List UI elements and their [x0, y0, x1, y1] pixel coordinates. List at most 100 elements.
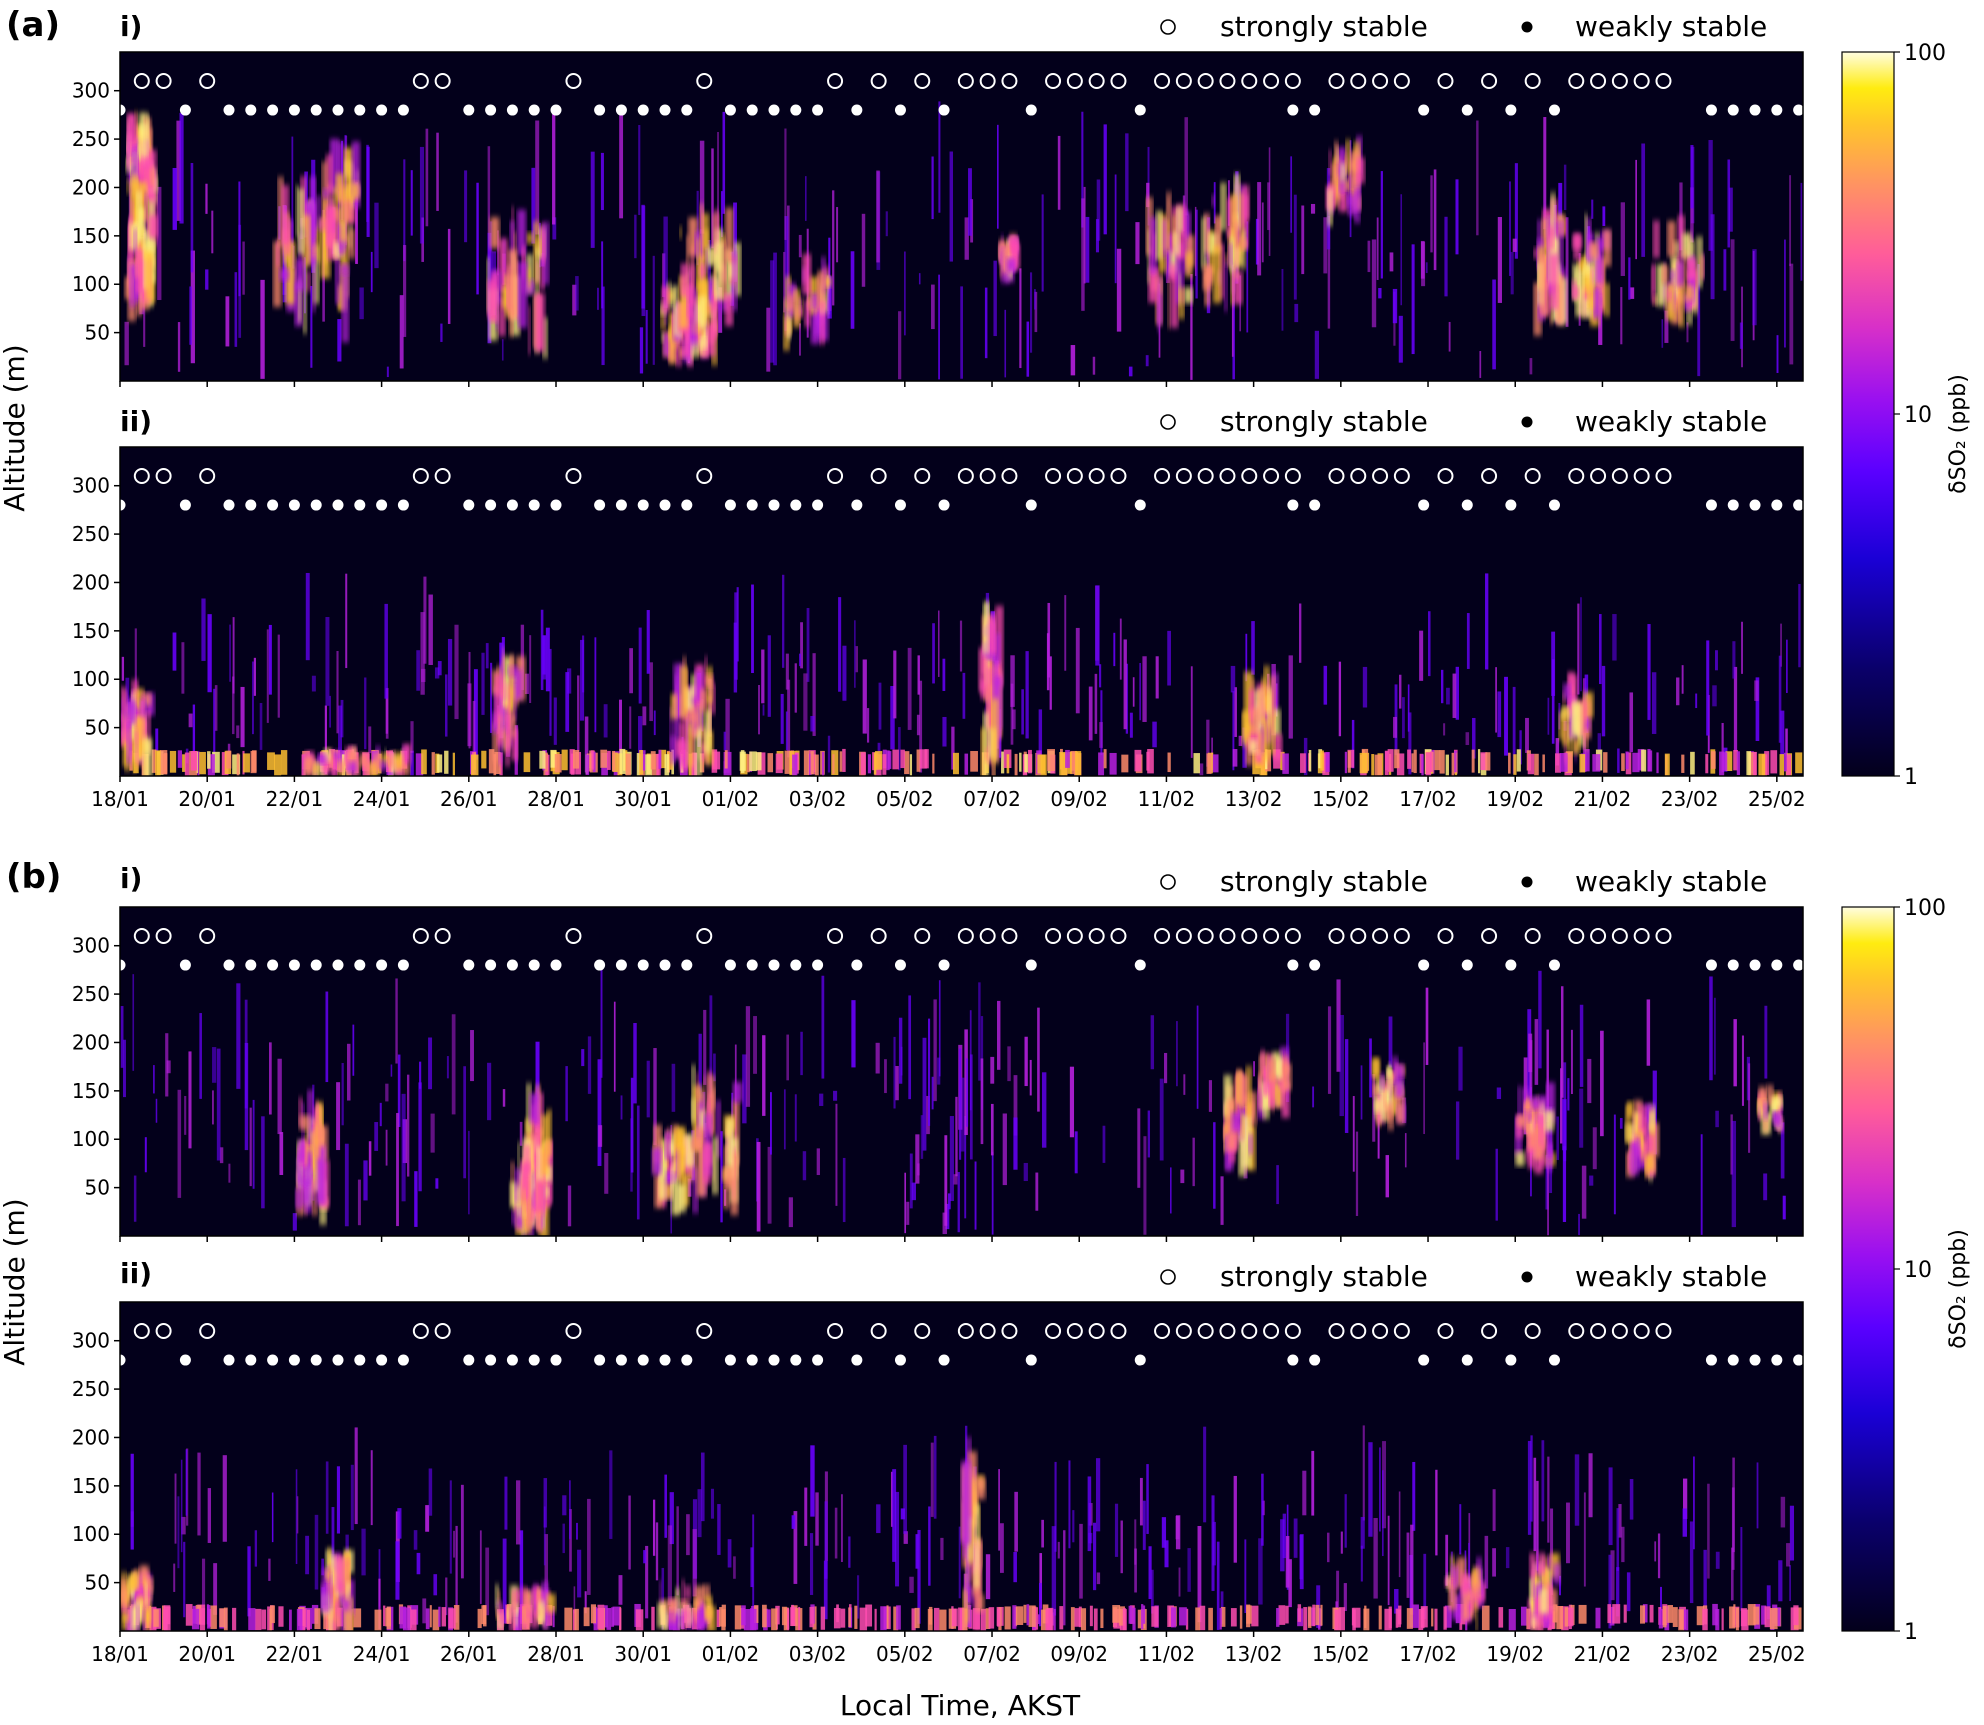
heatmap-hotspot	[1644, 1120, 1647, 1163]
surface-cell	[1303, 1607, 1308, 1631]
surface-cell	[1443, 1606, 1447, 1630]
heatmap-hotspot	[820, 301, 825, 345]
heatmap-hotspot	[280, 269, 289, 281]
heatmap-hotspot	[499, 1603, 503, 1621]
y-tick-label: 200	[72, 1030, 110, 1054]
surface-cell	[226, 750, 232, 769]
weakly-stable-marker	[938, 959, 950, 971]
surface-cell	[1364, 1605, 1367, 1628]
heatmap-streak	[1505, 1547, 1510, 1569]
weakly-stable-marker	[1771, 1354, 1783, 1366]
strongly-stable-marker	[1001, 73, 1018, 90]
heatmap-hotspot	[335, 1601, 340, 1616]
heatmap-streak	[421, 668, 426, 682]
heatmap-hotspot	[1547, 1128, 1553, 1158]
heatmap-streak	[734, 592, 738, 680]
x-tick-label: 24/01	[353, 787, 411, 811]
heatmap-streak	[629, 706, 632, 749]
surface-cell	[207, 751, 211, 769]
surface-cell	[586, 753, 592, 772]
surface-cell	[619, 1608, 622, 1630]
x-tick-label: 26/01	[440, 1642, 498, 1666]
heatmap-streak	[1465, 732, 1470, 746]
x-tick-label: 30/01	[614, 787, 672, 811]
weakly-stable-marker	[223, 1354, 235, 1366]
surface-cell	[988, 1607, 995, 1629]
legend-weakly-stable: weakly stable	[1575, 405, 1767, 438]
heatmap-streak	[815, 1492, 819, 1546]
surface-cell	[415, 753, 424, 776]
heatmap-hotspot	[497, 1613, 503, 1630]
heatmap-streak	[960, 286, 963, 379]
surface-cell	[814, 754, 819, 776]
weakly-stable-marker	[245, 1354, 257, 1366]
heatmap-hotspot	[547, 1593, 556, 1613]
heatmap-streak	[177, 1089, 182, 1198]
heatmap-hotspot	[1527, 1132, 1535, 1150]
heatmap-field	[120, 1425, 1802, 1631]
heatmap-streak	[1562, 1146, 1567, 1222]
strongly-stable-marker	[1633, 1323, 1650, 1340]
surface-cell	[1647, 750, 1653, 772]
heatmap-hotspot	[1578, 731, 1585, 747]
heatmap-hotspot	[1553, 1563, 1561, 1585]
strongly-stable-marker	[412, 468, 429, 485]
strongly-stable-marker	[1372, 1323, 1389, 1340]
surface-cell	[243, 753, 250, 773]
heatmap-streak	[1635, 159, 1637, 260]
surface-cell	[1454, 750, 1457, 773]
heatmap-hotspot	[1594, 287, 1601, 318]
surface-cell	[383, 1605, 386, 1627]
heatmap-streak	[938, 980, 941, 1077]
weakly-stable-marker	[1771, 959, 1783, 971]
heatmap-streak	[1647, 624, 1651, 720]
heatmap-streak	[325, 991, 329, 1083]
heatmap-streak	[718, 287, 723, 333]
strongly-stable-marker	[1481, 1323, 1498, 1340]
heatmap-hotspot	[142, 157, 152, 200]
weakly-stable-marker	[550, 1354, 562, 1366]
surface-cell	[1471, 749, 1475, 773]
heatmap-hotspot	[1461, 1573, 1469, 1594]
x-tick-label: 09/02	[1050, 1642, 1108, 1666]
heatmap-hotspot	[141, 691, 145, 736]
surface-cell	[636, 753, 640, 776]
heatmap-hotspot	[992, 698, 999, 764]
strongly-stable-marker	[1524, 468, 1541, 485]
heatmap-streak	[1525, 717, 1529, 753]
heatmap-streak	[1092, 1522, 1097, 1591]
heatmap-streak	[876, 1504, 881, 1534]
surface-cell	[743, 1609, 752, 1631]
heatmap-streak	[931, 156, 934, 220]
heatmap-streak	[600, 963, 603, 1078]
surface-cell	[1297, 1604, 1302, 1622]
surface-cell	[896, 1605, 901, 1630]
strongly-stable-marker	[1393, 1323, 1410, 1340]
surface-cell	[481, 750, 487, 769]
heatmap-streak	[638, 124, 641, 216]
heatmap-hotspot	[1374, 1099, 1382, 1113]
x-tick-label: 15/02	[1312, 787, 1370, 811]
heatmap-hotspot	[1262, 717, 1269, 762]
surface-cell	[932, 753, 935, 774]
surface-cell	[151, 749, 157, 773]
heatmap-streak	[425, 1505, 430, 1532]
weakly-stable-marker	[637, 499, 649, 511]
heatmap-hotspot	[669, 325, 676, 364]
weakly-stable-marker	[594, 959, 606, 971]
heatmap-streak	[964, 1029, 968, 1136]
surface-cell	[1420, 1606, 1428, 1628]
surface-cell	[1347, 750, 1351, 773]
weakly-stable-marker	[332, 104, 344, 116]
strongly-stable-marker	[827, 1323, 844, 1340]
heatmap-hotspot	[132, 1579, 139, 1610]
weakly-stable-marker	[397, 499, 409, 511]
heatmap-streak	[1362, 666, 1368, 708]
heatmap-streak	[767, 635, 771, 717]
heatmap-streak	[219, 1147, 224, 1164]
heatmap-streak	[696, 190, 699, 266]
strongly-stable-marker	[914, 1323, 931, 1340]
heatmap-streak	[928, 1506, 931, 1586]
heatmap-streak	[804, 1487, 808, 1546]
